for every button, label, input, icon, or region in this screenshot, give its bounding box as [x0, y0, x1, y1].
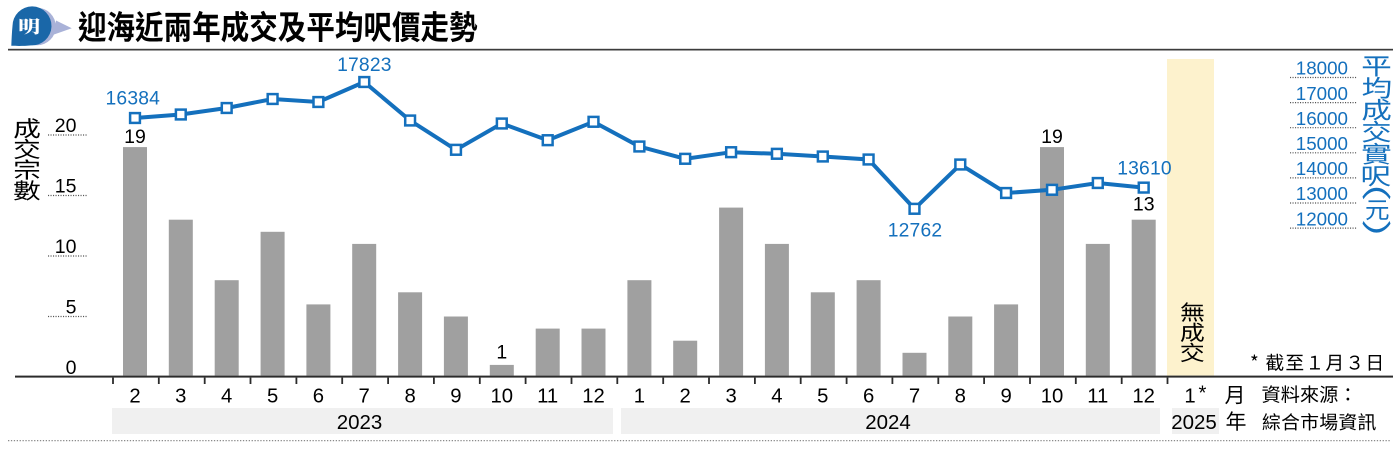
svg-text:11: 11 [1087, 386, 1108, 408]
svg-text:12: 12 [1132, 386, 1155, 408]
svg-text:8: 8 [955, 386, 966, 408]
svg-text:10: 10 [55, 236, 77, 258]
svg-text:18000: 18000 [1296, 58, 1348, 79]
svg-text:5: 5 [817, 386, 828, 408]
svg-text:5: 5 [267, 386, 278, 408]
svg-text:2023: 2023 [337, 411, 383, 434]
svg-text:7: 7 [909, 386, 920, 408]
svg-text:12: 12 [582, 386, 605, 408]
svg-text:1: 1 [634, 386, 645, 408]
svg-text:4: 4 [221, 386, 232, 408]
svg-text:6: 6 [863, 386, 874, 408]
svg-text:8: 8 [404, 386, 415, 408]
svg-text:2025: 2025 [1171, 411, 1217, 434]
svg-text:12762: 12762 [888, 221, 943, 242]
svg-text:*: * [1199, 383, 1207, 405]
svg-text:13000: 13000 [1296, 183, 1348, 204]
svg-text:3: 3 [175, 386, 186, 408]
svg-text:4: 4 [771, 386, 782, 408]
svg-text:13610: 13610 [1117, 159, 1172, 180]
svg-text:2024: 2024 [865, 411, 911, 434]
svg-text:9: 9 [1000, 386, 1011, 408]
svg-text:16000: 16000 [1296, 108, 1348, 129]
svg-text:20: 20 [55, 115, 77, 137]
svg-text:9: 9 [450, 386, 461, 408]
svg-text:0: 0 [66, 357, 77, 379]
svg-text:17000: 17000 [1296, 83, 1348, 104]
svg-text:15: 15 [55, 175, 77, 197]
svg-text:1: 1 [496, 342, 507, 364]
svg-text:14000: 14000 [1296, 158, 1348, 179]
svg-text:12000: 12000 [1296, 208, 1348, 229]
svg-text:11: 11 [537, 386, 558, 408]
svg-text:10: 10 [491, 386, 514, 408]
svg-text:2: 2 [680, 386, 691, 408]
svg-text:6: 6 [313, 386, 324, 408]
svg-text:16384: 16384 [105, 89, 160, 110]
svg-text:10: 10 [1041, 386, 1064, 408]
svg-text:17823: 17823 [337, 55, 392, 76]
svg-text:19: 19 [124, 126, 146, 148]
svg-text:2: 2 [129, 386, 140, 408]
svg-text:5: 5 [66, 296, 77, 318]
svg-text:7: 7 [359, 386, 370, 408]
svg-text:1: 1 [1184, 386, 1195, 408]
svg-text:15000: 15000 [1296, 133, 1348, 154]
svg-text:3: 3 [725, 386, 736, 408]
svg-text:19: 19 [1041, 126, 1063, 148]
svg-text:13: 13 [1133, 194, 1155, 216]
